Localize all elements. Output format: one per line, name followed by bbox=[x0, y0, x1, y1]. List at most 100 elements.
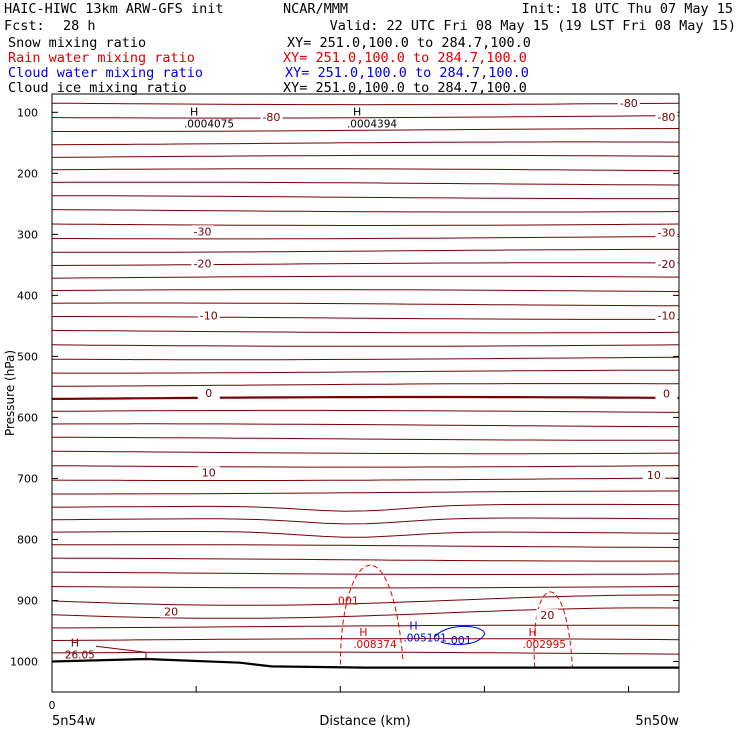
extremum-value-4: .002995 bbox=[523, 639, 566, 651]
temperature-label-bg-4 bbox=[655, 226, 678, 239]
field-xy-snow: XY= 251.0,100.0 to 284.7,100.0 bbox=[287, 35, 531, 51]
temperature-label-bg-2 bbox=[655, 111, 678, 124]
field-name-cloud-water: Cloud water mixing ratio bbox=[8, 65, 204, 81]
extremum-mark-5: H bbox=[409, 619, 417, 632]
temperature-contour-2 bbox=[52, 128, 680, 132]
temperature-contour-17 bbox=[51, 329, 680, 334]
temperature-contour-15 bbox=[51, 302, 680, 307]
temperature-contour-37 bbox=[51, 594, 679, 606]
temperature-contour-28 bbox=[51, 477, 680, 481]
temperature-contour-29 bbox=[52, 490, 679, 495]
temperature-contour-41 bbox=[51, 651, 680, 655]
temperature-label-bg-13 bbox=[160, 605, 183, 618]
temperature-contour-26 bbox=[51, 450, 680, 455]
valid-time: Valid: 22 UTC Fri 08 May 15 (19 LST Fri … bbox=[329, 18, 736, 34]
temperature-label-bg-14 bbox=[536, 609, 559, 622]
temperature-label-11: 10 bbox=[202, 466, 216, 479]
field-name-rain: Rain water mixing ratio bbox=[8, 50, 195, 66]
y-tick-label-5: 600 bbox=[17, 411, 38, 424]
temperature-contour-11 bbox=[52, 248, 679, 253]
temperature-contour-40 bbox=[51, 638, 680, 641]
temperature-label-bg-10 bbox=[655, 387, 678, 400]
y-tick-label-4: 500 bbox=[17, 350, 38, 363]
temperature-contour-18 bbox=[51, 344, 680, 347]
extremum-value-1: .0004394 bbox=[347, 118, 397, 130]
temperature-contour-9 bbox=[51, 223, 680, 226]
temperature-label-6: -20 bbox=[657, 258, 675, 271]
y-tick-label-8: 900 bbox=[17, 594, 38, 607]
temperature-label-7: -10 bbox=[200, 310, 218, 323]
y-tick-label-9: 1000 bbox=[10, 655, 38, 668]
y-tick-label-1: 200 bbox=[17, 167, 38, 180]
temperature-label-8: -10 bbox=[657, 310, 675, 323]
x-end-label: 5n50w bbox=[635, 714, 679, 729]
terrain-surface bbox=[51, 657, 679, 669]
extremum-value-5: .005101 bbox=[403, 632, 446, 644]
cloud-water-contour bbox=[434, 626, 486, 646]
temperature-label-0: -80 bbox=[262, 111, 280, 124]
temperature-contour-36 bbox=[51, 585, 680, 589]
temperature-label-12: 10 bbox=[647, 469, 661, 482]
cloud-water-contours bbox=[434, 626, 486, 646]
extremum-mark-4: H bbox=[529, 626, 537, 639]
y-tick-label-0: 100 bbox=[17, 106, 38, 119]
temperature-contour-10 bbox=[51, 236, 680, 240]
x-start-label: 5n54w bbox=[52, 714, 96, 729]
x-axis bbox=[195, 686, 630, 692]
temperature-contour-1 bbox=[51, 115, 680, 119]
temperature-label-9: 0 bbox=[205, 387, 212, 400]
extremum-mark-2: H bbox=[71, 636, 79, 649]
y-tick-label-7: 800 bbox=[17, 533, 38, 546]
temperature-contour-7 bbox=[52, 195, 679, 200]
rain-contour-left bbox=[339, 564, 404, 665]
y-tick-label-2: 300 bbox=[17, 228, 38, 241]
init-time: Init: 18 UTC Thu 07 May 15 bbox=[521, 1, 733, 17]
field-name-cloud-ice: Cloud ice mixing ratio bbox=[8, 80, 187, 96]
temperature-contour-21 bbox=[51, 383, 680, 387]
temperature-contour-24 bbox=[51, 423, 679, 428]
x-axis-title: Distance (km) bbox=[319, 714, 410, 729]
temperature-contour-30 bbox=[52, 503, 680, 512]
field-name-snow: Snow mixing ratio bbox=[8, 35, 147, 51]
temperature-contour-32 bbox=[51, 531, 680, 538]
temperature-label-3: -30 bbox=[193, 225, 211, 238]
temperature-contour-12 bbox=[51, 262, 679, 266]
temperature-label-5: -20 bbox=[193, 258, 211, 271]
temperature-contour-14 bbox=[51, 289, 680, 293]
contour-value-label-0: .001 bbox=[334, 594, 359, 607]
temperature-label-4: -30 bbox=[657, 227, 675, 240]
temperature-contour-8 bbox=[51, 209, 680, 213]
temperature-contour-22 bbox=[51, 395, 680, 400]
temperature-label-bg-3 bbox=[191, 225, 214, 238]
extremum-mark-3: H bbox=[359, 626, 367, 639]
y-tick-label-6: 700 bbox=[17, 472, 38, 485]
plot-frame bbox=[51, 93, 680, 693]
temperature-contour-20 bbox=[52, 369, 679, 374]
y-tick-label-3: 400 bbox=[17, 289, 38, 302]
temperature-contour-5 bbox=[51, 168, 680, 172]
forecast-label: Fcst: bbox=[4, 18, 45, 34]
extremum-mark-0: H bbox=[190, 105, 198, 118]
x-zero-label: 0 bbox=[49, 699, 56, 712]
temperature-contour-34 bbox=[51, 557, 679, 562]
temperature-label-bg-5 bbox=[191, 257, 214, 270]
contour-value-label-1: .001 bbox=[447, 634, 472, 647]
temperature-contour-3 bbox=[51, 141, 680, 146]
temperature-label-bg-1 bbox=[617, 97, 640, 110]
temperature-label-bg-7 bbox=[197, 309, 220, 322]
temperature-contour-25 bbox=[52, 436, 680, 441]
temperature-label-14: 20 bbox=[540, 609, 554, 622]
temperature-contour-31 bbox=[51, 517, 680, 525]
temperature-contour-33 bbox=[52, 544, 680, 548]
extremum-value-2: 26.05 bbox=[65, 649, 95, 661]
temperature-contour-13 bbox=[51, 275, 680, 279]
y-axis-title: Pressure (hPa) bbox=[3, 350, 17, 436]
temperature-label-bg-6 bbox=[655, 258, 678, 271]
field-xy-cloud-ice: XY= 251.0,100.0 to 284.7,100.0 bbox=[283, 80, 527, 96]
model-title: HAIC-HIWC 13km ARW-GFS init bbox=[4, 1, 224, 17]
temperature-label-13: 20 bbox=[164, 605, 178, 618]
temperature-contour-35 bbox=[51, 571, 680, 575]
